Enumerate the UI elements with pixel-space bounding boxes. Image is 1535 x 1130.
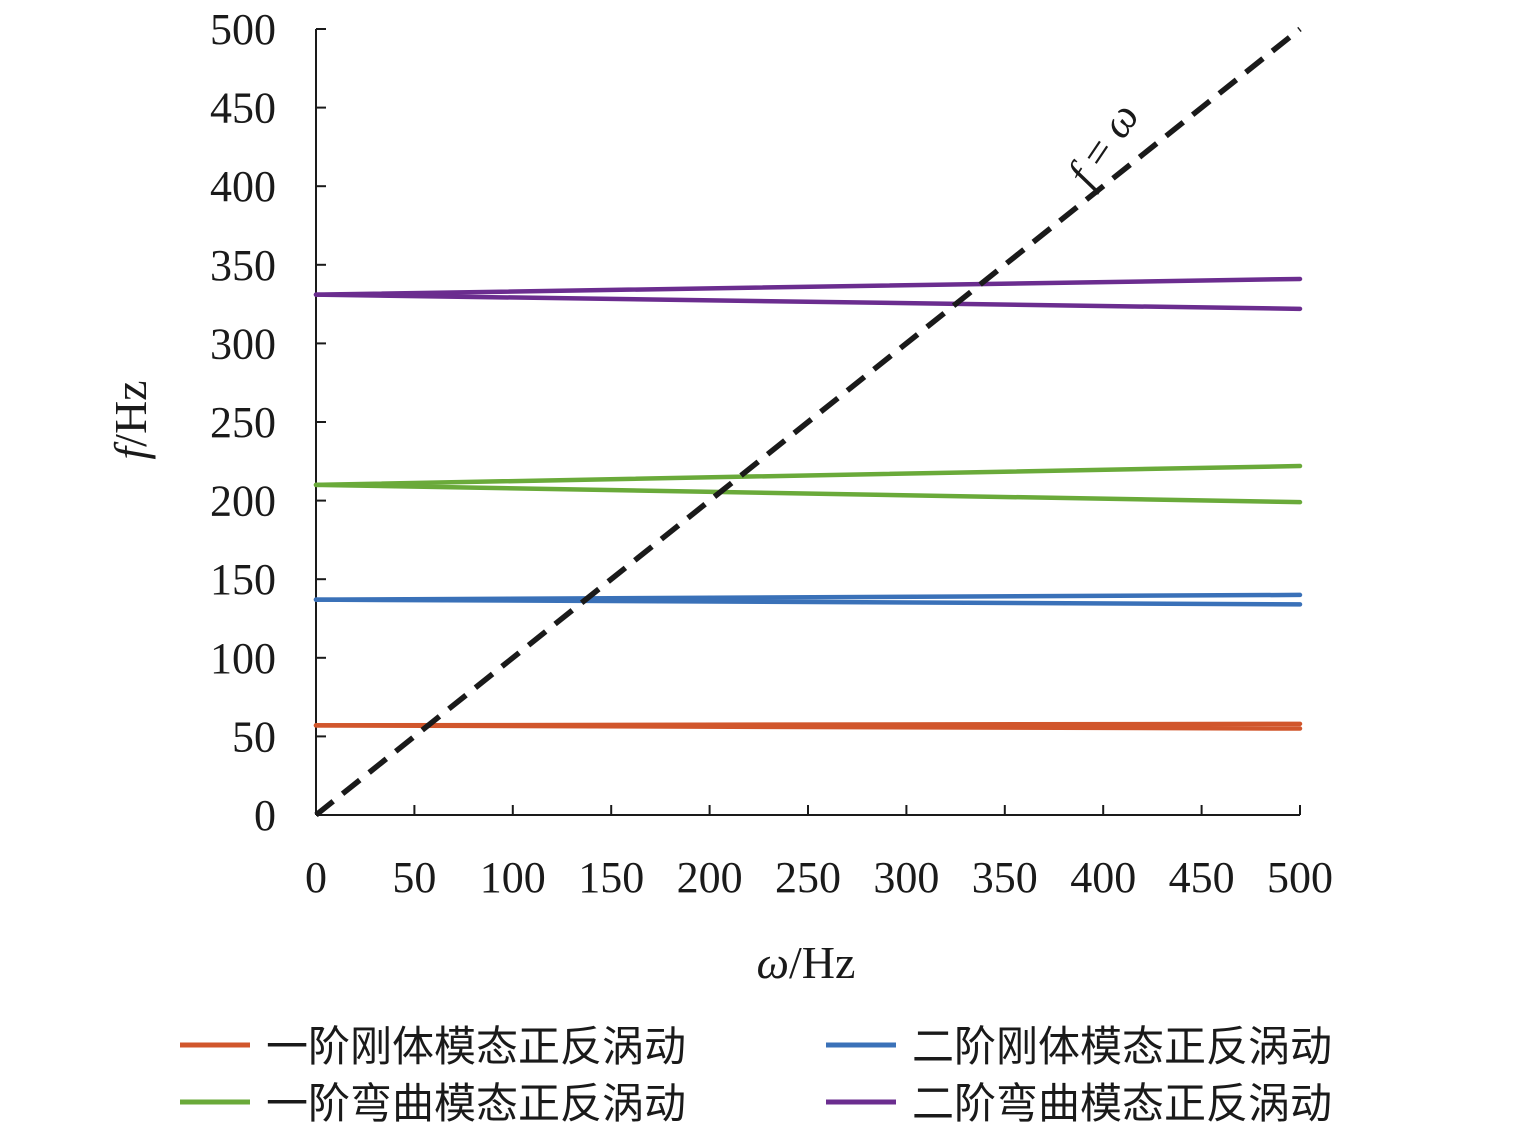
x-tick-label: 250 <box>775 853 841 902</box>
x-axis-symbol: ω <box>757 937 789 988</box>
y-tick-label: 200 <box>210 477 276 526</box>
legend-item: 二阶刚体模态正反涡动 <box>826 1022 1332 1071</box>
y-tick-label: 250 <box>210 398 276 447</box>
legend-item: 一阶弯曲模态正反涡动 <box>180 1079 686 1128</box>
axes <box>315 28 1301 816</box>
x-tick-label: 0 <box>305 853 327 902</box>
x-axis-unit: /Hz <box>789 937 855 988</box>
y-tick-label: 100 <box>210 634 276 683</box>
y-tick-label: 0 <box>254 791 276 840</box>
x-tick-label: 500 <box>1267 853 1333 902</box>
y-tick-label: 400 <box>210 162 276 211</box>
x-tick-label: 300 <box>873 853 939 902</box>
series-line-forward-whirl <box>313 276 1303 297</box>
x-tick-label: 400 <box>1070 853 1136 902</box>
y-tick-label: 350 <box>210 241 276 290</box>
series-group <box>313 276 1303 312</box>
y-tick-label: 500 <box>210 5 276 54</box>
reference-line <box>314 26 1302 818</box>
legend-label: 一阶弯曲模态正反涡动 <box>266 1079 686 1128</box>
x-tick-label: 150 <box>578 853 644 902</box>
series-line-backward-whirl <box>313 292 1303 312</box>
series-line-forward-whirl <box>313 463 1303 488</box>
legend-label: 二阶弯曲模态正反涡动 <box>912 1079 1332 1128</box>
tick-labels: 0 50 100 150 200 250 300 350 400 450 500 0 50 100 150 2… <box>210 5 1333 902</box>
series-group <box>313 721 1303 731</box>
y-axis-title: f/Hz <box>105 380 156 459</box>
legend-label: 二阶刚体模态正反涡动 <box>912 1022 1332 1071</box>
x-axis-title: ω/Hz <box>757 937 856 988</box>
reference-line-layer <box>314 26 1302 818</box>
x-tick-label: 450 <box>1169 853 1235 902</box>
y-tick-label: 150 <box>210 555 276 604</box>
legend-item: 二阶弯曲模态正反涡动 <box>826 1079 1332 1128</box>
legend-label: 一阶刚体模态正反涡动 <box>266 1022 686 1071</box>
series-group <box>313 463 1303 505</box>
x-tick-label: 100 <box>480 853 546 902</box>
series-line-backward-whirl <box>313 597 1303 607</box>
y-tick-label: 300 <box>210 319 276 368</box>
legend-item: 一阶刚体模态正反涡动 <box>180 1022 686 1071</box>
y-axis-unit: /Hz <box>105 380 156 446</box>
y-tick-label: 50 <box>232 712 276 761</box>
series-layer <box>313 276 1303 731</box>
reference-line-label: f = ω <box>1058 93 1149 195</box>
series-line-backward-whirl <box>313 723 1303 731</box>
series-group <box>313 592 1303 607</box>
x-tick-label: 200 <box>677 853 743 902</box>
y-tick-label: 450 <box>210 84 276 133</box>
x-tick-label: 350 <box>972 853 1038 902</box>
legend: 一阶刚体模态正反涡动 二阶刚体模态正反涡动 一阶弯曲模态正反涡动 二阶弯曲模态正… <box>180 1022 1332 1128</box>
series-line-backward-whirl <box>313 482 1303 505</box>
x-tick-label: 50 <box>392 853 436 902</box>
